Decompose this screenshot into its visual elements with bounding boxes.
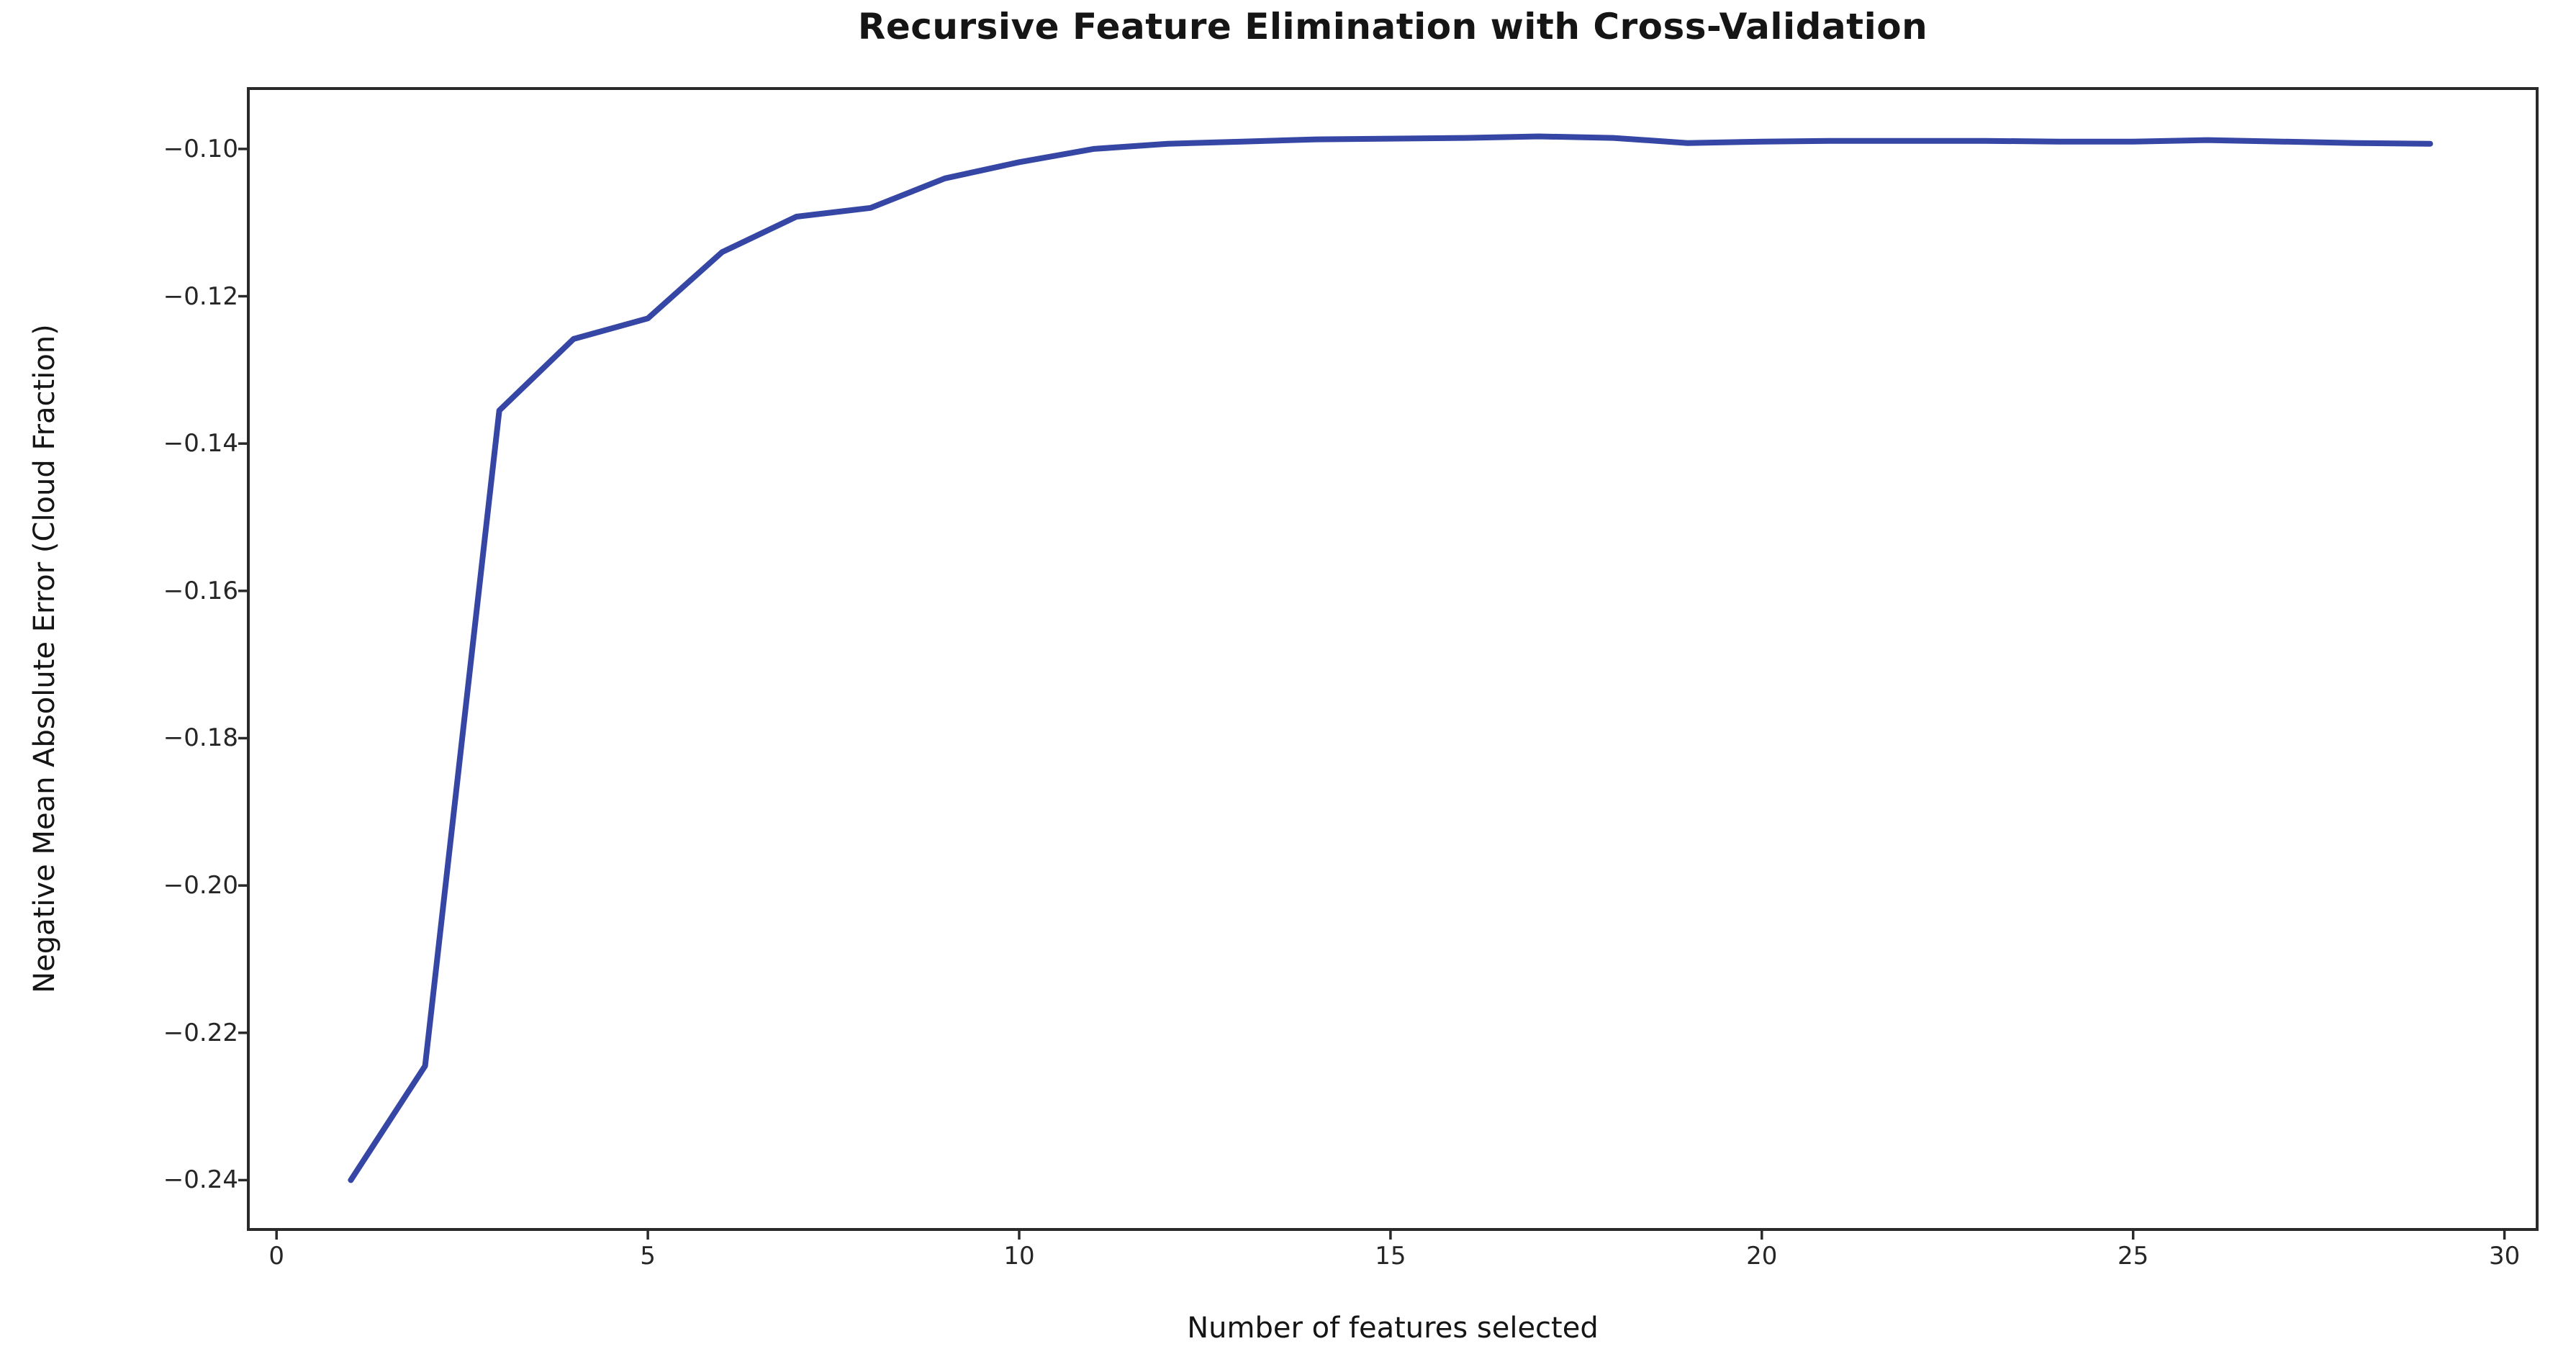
x-tick-label: 10 [1003, 1242, 1035, 1271]
x-axis-label: Number of features selected [1187, 1312, 1599, 1345]
y-tick-label: −0.10 [163, 134, 238, 163]
x-tick-label: 30 [2488, 1242, 2521, 1271]
y-tick-label: −0.20 [163, 871, 238, 901]
x-tick-label: 15 [1375, 1242, 1406, 1271]
x-tick-label: 5 [640, 1242, 656, 1271]
y-tick-label: −0.12 [163, 281, 238, 311]
y-tick-label: −0.24 [163, 1165, 238, 1195]
y-tick-label: −0.16 [163, 576, 238, 605]
chart-title: Recursive Feature Elimination with Cross… [857, 6, 1928, 48]
rfecv-score-line [348, 133, 2433, 1183]
plot-spines [247, 87, 2539, 1231]
y-tick-label: −0.22 [163, 1018, 238, 1047]
x-tick-label: 0 [268, 1242, 285, 1271]
y-tick-label: −0.14 [163, 429, 238, 459]
x-tick-label: 25 [2118, 1242, 2149, 1271]
x-tick-label: 20 [1746, 1242, 1778, 1271]
y-tick-label: −0.18 [163, 723, 238, 753]
